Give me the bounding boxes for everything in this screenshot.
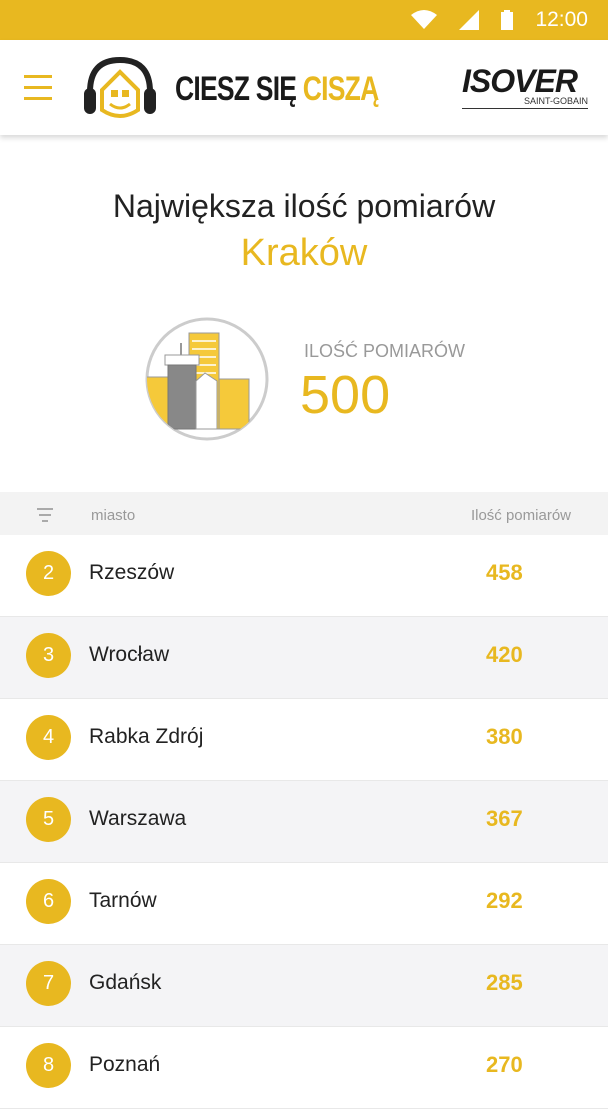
count-value: 500 <box>300 365 391 425</box>
city-buildings-icon <box>145 317 269 441</box>
rank-badge: 4 <box>26 715 71 760</box>
column-count[interactable]: Ilość pomiarów <box>470 507 571 524</box>
clock: 12:00 <box>535 8 588 31</box>
city-name: Tarnów <box>89 889 157 912</box>
city-name: Poznań <box>89 1053 161 1076</box>
table-row[interactable]: 2 Rzeszów 458 <box>0 535 608 617</box>
table-row[interactable]: 6 Tarnów 292 <box>0 863 608 945</box>
rank-badge: 2 <box>26 551 71 596</box>
column-city[interactable]: miasto <box>91 507 136 524</box>
rank-badge: 5 <box>26 797 71 842</box>
measurement-count: 380 <box>486 724 523 749</box>
city-name: Rabka Zdrój <box>89 725 204 748</box>
table-row[interactable]: 8 Poznań 270 <box>0 1027 608 1109</box>
battery-icon <box>501 10 514 30</box>
page-title: Największa ilość pomiarów <box>112 188 496 224</box>
measurement-count: 270 <box>486 1052 523 1077</box>
rank-badge: 7 <box>26 961 71 1006</box>
table-row[interactable]: 5 Warszawa 367 <box>0 781 608 863</box>
wifi-icon <box>411 10 438 29</box>
app-logo-icon <box>84 56 156 118</box>
signal-icon <box>459 10 480 30</box>
measurement-count: 458 <box>486 560 523 585</box>
sort-filter-icon[interactable] <box>37 508 53 526</box>
count-label: ILOŚĆ POMIARÓW <box>304 341 466 361</box>
city-name: Gdańsk <box>89 971 162 994</box>
table-row[interactable]: 4 Rabka Zdrój 380 <box>0 699 608 781</box>
app-title: CIESZ SIĘ CISZĄ <box>175 70 379 108</box>
table-header: miasto Ilość pomiarów <box>0 492 608 535</box>
app-bar: CIESZ SIĘ CISZĄ ISOVER SAINT-GOBAIN <box>0 40 608 135</box>
city-name: Rzeszów <box>89 561 175 584</box>
status-bar: 12:00 <box>0 0 608 40</box>
table-row[interactable]: 3 Wrocław 420 <box>0 617 608 699</box>
city-name: Warszawa <box>89 807 187 830</box>
city-name: Wrocław <box>89 643 170 666</box>
measurement-count: 420 <box>486 642 523 667</box>
partner-logo: ISOVER SAINT-GOBAIN <box>462 65 588 109</box>
ranking-list: 2 Rzeszów 458 3 Wrocław 420 4 Rabka Zdrój … <box>0 535 608 1109</box>
measurement-count: 367 <box>486 806 523 831</box>
table-row[interactable]: 7 Gdańsk 285 <box>0 945 608 1027</box>
top-city: Kraków <box>240 232 368 274</box>
measurement-count: 285 <box>486 970 523 995</box>
rank-badge: 6 <box>26 879 71 924</box>
rank-badge: 8 <box>26 1043 71 1088</box>
measurement-count: 292 <box>486 888 523 913</box>
hamburger-menu-icon[interactable] <box>24 75 52 108</box>
rank-badge: 3 <box>26 633 71 678</box>
